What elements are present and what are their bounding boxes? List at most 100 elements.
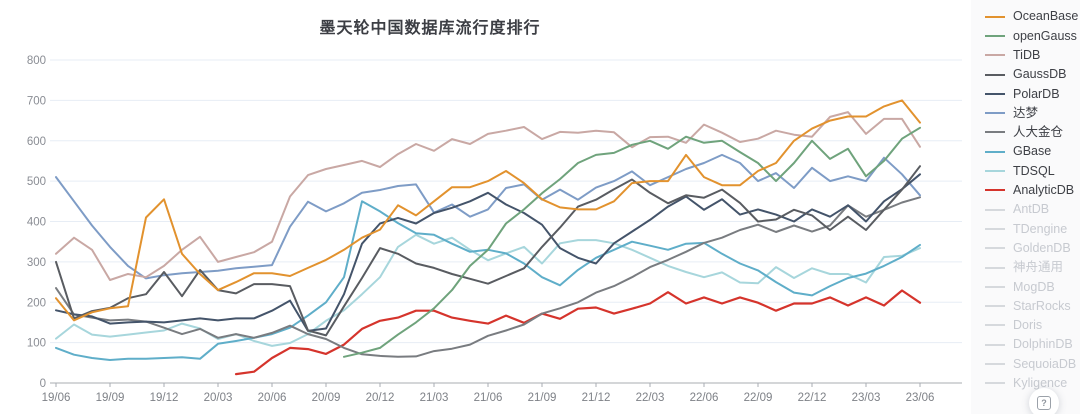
legend-line-swatch bbox=[985, 112, 1005, 115]
y-axis-label: 800 bbox=[27, 55, 46, 67]
y-axis-label: 600 bbox=[27, 136, 46, 148]
legend-item-神舟通用[interactable]: 神舟通用 bbox=[985, 258, 1078, 277]
legend-label: PolarDB bbox=[1013, 86, 1060, 101]
legend-label: MogDB bbox=[1013, 279, 1055, 294]
legend-label: 神舟通用 bbox=[1013, 260, 1064, 275]
x-axis-label: 22/12 bbox=[798, 392, 827, 404]
legend-label: DolphinDB bbox=[1013, 337, 1073, 352]
series-line-OceanBase bbox=[55, 99, 921, 322]
y-axis-label: 700 bbox=[27, 95, 46, 107]
x-axis-label: 22/03 bbox=[636, 392, 665, 404]
legend-line-swatch bbox=[985, 208, 1005, 211]
legend-label: TiDB bbox=[1013, 47, 1041, 62]
y-axis-label: 300 bbox=[27, 257, 46, 269]
legend-line-swatch bbox=[985, 170, 1005, 173]
legend-item-AnalyticDB[interactable]: AnalyticDB bbox=[985, 181, 1078, 200]
x-axis-label: 19/12 bbox=[150, 392, 179, 404]
legend-line-swatch bbox=[985, 73, 1005, 76]
legend-line-swatch bbox=[985, 150, 1005, 153]
legend-item-GaussDB[interactable]: GaussDB bbox=[985, 65, 1078, 84]
legend-line-swatch bbox=[985, 285, 1005, 288]
legend-line-swatch bbox=[985, 189, 1005, 192]
legend-line-swatch bbox=[985, 343, 1005, 346]
legend-label: TDSQL bbox=[1013, 163, 1055, 178]
series-line-PolarDB bbox=[55, 173, 921, 332]
legend-item-SequoiaDB[interactable]: SequoiaDB bbox=[985, 354, 1078, 373]
legend-item-人大金仓[interactable]: 人大金仓 bbox=[985, 123, 1078, 142]
legend-line-swatch bbox=[985, 324, 1005, 327]
legend-line-swatch bbox=[985, 15, 1005, 18]
legend-item-达梦[interactable]: 达梦 bbox=[985, 103, 1078, 122]
legend-line-swatch bbox=[985, 54, 1005, 57]
x-axis-label: 20/06 bbox=[258, 392, 287, 404]
legend-label: TDengine bbox=[1013, 221, 1068, 236]
legend-item-StarRocks[interactable]: StarRocks bbox=[985, 296, 1078, 315]
y-axis-label: 0 bbox=[40, 378, 46, 390]
x-axis-label: 21/09 bbox=[528, 392, 557, 404]
legend-item-TDengine[interactable]: TDengine bbox=[985, 219, 1078, 238]
legend-item-openGauss[interactable]: openGauss bbox=[985, 26, 1078, 45]
legend-line-swatch bbox=[985, 305, 1005, 308]
legend-line-swatch bbox=[985, 34, 1005, 37]
x-axis-label: 19/06 bbox=[42, 392, 71, 404]
y-axis-label: 400 bbox=[27, 217, 46, 229]
legend-item-GoldenDB[interactable]: GoldenDB bbox=[985, 239, 1078, 258]
legend-item-TiDB[interactable]: TiDB bbox=[985, 46, 1078, 65]
x-axis-label: 20/12 bbox=[366, 392, 395, 404]
legend-label: OceanBase bbox=[1013, 9, 1079, 24]
legend-label: AntDB bbox=[1013, 202, 1050, 217]
legend-line-swatch bbox=[985, 382, 1005, 385]
x-axis-label: 21/06 bbox=[474, 392, 503, 404]
legend-line-swatch bbox=[985, 362, 1005, 365]
legend-item-Kyligence[interactable]: Kyligence bbox=[985, 374, 1078, 393]
legend-line-swatch bbox=[985, 92, 1005, 95]
legend-item-TDSQL[interactable]: TDSQL bbox=[985, 161, 1078, 180]
legend-label: 人大金仓 bbox=[1013, 125, 1064, 140]
legend-item-GBase[interactable]: GBase bbox=[985, 142, 1078, 161]
legend-item-MogDB[interactable]: MogDB bbox=[985, 277, 1078, 296]
series-line-openGauss bbox=[343, 126, 921, 358]
legend-label: 达梦 bbox=[1013, 105, 1039, 120]
legend-item-OceanBase[interactable]: OceanBase bbox=[985, 7, 1078, 26]
legend-item-DolphinDB[interactable]: DolphinDB bbox=[985, 335, 1078, 354]
legend-line-swatch bbox=[985, 227, 1005, 230]
x-axis-label: 23/03 bbox=[852, 392, 881, 404]
x-axis-label: 20/09 bbox=[312, 392, 341, 404]
legend-label: GBase bbox=[1013, 144, 1052, 159]
legend-label: AnalyticDB bbox=[1013, 183, 1075, 198]
legend-item-PolarDB[interactable]: PolarDB bbox=[985, 84, 1078, 103]
series-line-达梦 bbox=[55, 153, 921, 280]
x-axis-label: 20/03 bbox=[204, 392, 233, 404]
series-line-TiDB bbox=[55, 111, 921, 281]
x-axis-label: 23/06 bbox=[906, 392, 935, 404]
legend-label: Kyligence bbox=[1013, 376, 1068, 391]
legend-line-swatch bbox=[985, 266, 1005, 269]
legend-label: GaussDB bbox=[1013, 67, 1067, 82]
help-button[interactable]: ? bbox=[1029, 388, 1059, 414]
legend-item-Doris[interactable]: Doris bbox=[985, 316, 1078, 335]
x-axis-label: 22/09 bbox=[744, 392, 773, 404]
y-axis-label: 200 bbox=[27, 297, 46, 309]
legend-line-swatch bbox=[985, 131, 1005, 134]
chart-legend: OceanBase openGauss TiDB GaussDB PolarDB 达梦人大… bbox=[985, 7, 1078, 393]
question-mark-icon: ? bbox=[1037, 396, 1051, 410]
x-axis-label: 19/09 bbox=[96, 392, 125, 404]
legend-label: StarRocks bbox=[1013, 298, 1071, 313]
legend-label: GoldenDB bbox=[1013, 240, 1071, 255]
legend-item-AntDB[interactable]: AntDB bbox=[985, 200, 1078, 219]
series-line-GaussDB bbox=[55, 165, 921, 337]
legend-label: SequoiaDB bbox=[1013, 356, 1077, 371]
y-axis-label: 500 bbox=[27, 176, 46, 188]
x-axis-label: 22/06 bbox=[690, 392, 719, 404]
x-axis-label: 21/12 bbox=[582, 392, 611, 404]
y-axis-label: 100 bbox=[27, 338, 46, 350]
x-axis-label: 21/03 bbox=[420, 392, 449, 404]
chart-title: 墨天轮中国数据库流行度排行 bbox=[319, 20, 541, 37]
legend-label: openGauss bbox=[1013, 28, 1077, 43]
legend-label: Doris bbox=[1013, 318, 1043, 333]
series-line-人大金仓 bbox=[55, 196, 921, 358]
legend-line-swatch bbox=[985, 247, 1005, 250]
series-line-AnalyticDB bbox=[234, 289, 922, 376]
